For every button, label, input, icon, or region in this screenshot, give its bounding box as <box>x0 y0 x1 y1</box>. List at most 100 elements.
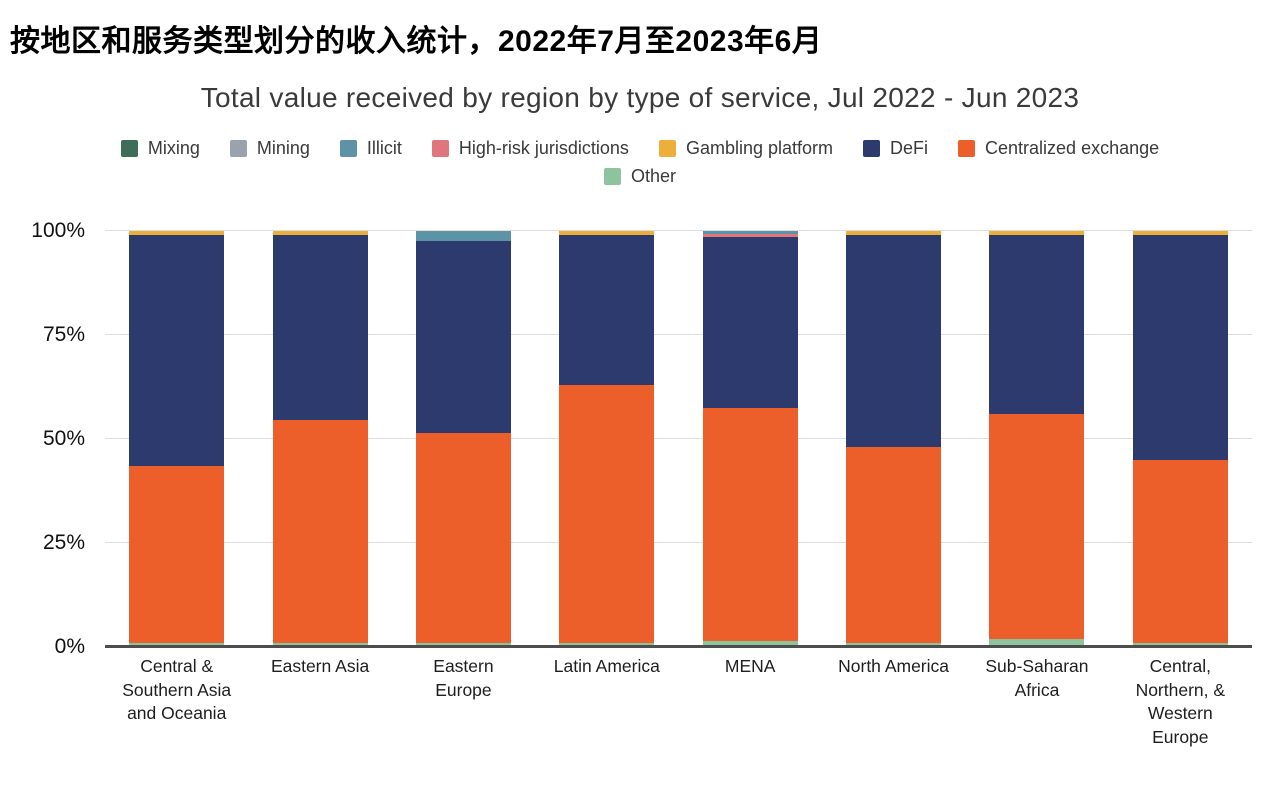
bar-column <box>1109 231 1252 647</box>
legend-swatch-icon <box>431 140 449 157</box>
stacked-bar-eastern-asia <box>272 231 368 647</box>
legend-swatch-icon <box>229 140 247 157</box>
bars-container <box>105 231 1252 647</box>
bar-column <box>535 231 678 647</box>
plot-area <box>105 230 1252 648</box>
bar-segment-other <box>702 640 798 647</box>
gridline-100 <box>105 230 1252 231</box>
legend-item-other: Other <box>603 166 677 187</box>
bar-segment-other <box>415 642 511 647</box>
bar-segment-illicit <box>415 231 511 242</box>
x-axis-label: Eastern Europe <box>433 656 494 700</box>
y-tick-label: 50% <box>42 427 85 450</box>
bar-segment-centralized-exchange <box>559 384 655 643</box>
bar-segment-other <box>272 642 368 647</box>
x-axis-labels: Central & Southern Asia and Oceania Easte… <box>105 655 1252 750</box>
stacked-bar-north-america <box>846 231 942 647</box>
bar-column <box>965 231 1108 647</box>
stacked-bar-eastern-europe <box>415 231 511 647</box>
bar-segment-centralized-exchange <box>989 414 1085 639</box>
stacked-bar-latin-america <box>559 231 655 647</box>
bar-segment-defi <box>415 241 511 433</box>
legend-label: Illicit <box>366 138 402 158</box>
bar-segment-centralized-exchange <box>1132 459 1228 643</box>
bar-segment-centralized-exchange <box>702 407 798 641</box>
legend-row: Mixing Mining Illicit High-risk jurisdictio… <box>120 138 1159 159</box>
page-title-chinese: 按地区和服务类型划分的收入统计，2022年7月至2023年6月 <box>10 25 823 58</box>
legend-item-high-risk-jurisdictions: High-risk jurisdictions <box>431 138 629 159</box>
bar-segment-centralized-exchange <box>272 420 368 643</box>
bar-column <box>822 231 965 647</box>
legend-label: Mining <box>256 138 310 158</box>
x-axis-label: Sub-Saharan Africa <box>985 656 1089 700</box>
bar-segment-high-risk-jurisdictions <box>702 234 798 238</box>
x-axis-label: Central, Northern, & Western Europe <box>1135 656 1226 747</box>
bar-segment-other <box>846 642 942 647</box>
legend-item-mixing: Mixing <box>120 138 200 159</box>
bar-segment-defi <box>1132 235 1228 460</box>
bar-segment-gambling-platform <box>989 231 1085 236</box>
stacked-bar-mena <box>702 231 798 647</box>
legend-swatch-icon <box>958 140 976 157</box>
legend-swatch-icon <box>120 140 138 157</box>
bar-segment-centralized-exchange <box>846 447 942 643</box>
x-axis-label: Latin America <box>553 656 660 676</box>
legend-swatch-icon <box>863 140 880 157</box>
bar-segment-defi <box>129 235 225 467</box>
chart-legend: Mixing Mining Illicit High-risk jurisdictio… <box>0 138 1280 187</box>
legend-item-centralized-exchange: Centralized exchange <box>958 138 1159 159</box>
chart-title: Total value received by region by type o… <box>200 82 1080 113</box>
legend-swatch-icon <box>603 168 621 185</box>
stacked-bar-central-northern-western-europe <box>1132 231 1228 647</box>
x-axis-label: North America <box>838 656 949 676</box>
bar-segment-gambling-platform <box>272 231 368 236</box>
legend-label: Gambling platform <box>685 138 833 158</box>
y-axis-labels: 0% 25% 50% 75% 100% <box>0 219 95 658</box>
y-tick-label: 0% <box>54 635 85 658</box>
x-axis-label: Eastern Asia <box>270 656 370 676</box>
bar-segment-illicit <box>702 231 798 235</box>
bar-segment-other <box>989 638 1085 647</box>
y-tick-label: 25% <box>42 531 85 554</box>
legend-label: Mixing <box>147 138 200 158</box>
bar-segment-gambling-platform <box>559 231 655 236</box>
legend-item-mining: Mining <box>229 138 310 159</box>
gridline-75 <box>105 334 1252 335</box>
legend-swatch-icon <box>339 140 357 157</box>
bar-segment-defi <box>846 235 942 448</box>
bar-segment-centralized-exchange <box>129 466 225 643</box>
stacked-bar-central-southern-asia-and-oceania <box>129 231 225 647</box>
legend-item-illicit: Illicit <box>339 138 402 159</box>
bar-segment-other <box>559 642 655 647</box>
bar-segment-gambling-platform <box>846 231 942 236</box>
bar-segment-gambling-platform <box>1132 231 1228 236</box>
x-axis-label: MENA <box>724 656 776 676</box>
bar-segment-defi <box>702 237 798 408</box>
bar-column <box>392 231 535 647</box>
legend-label: DeFi <box>890 138 929 158</box>
bar-segment-defi <box>272 235 368 421</box>
legend-item-defi: DeFi <box>863 138 928 159</box>
legend-label: Centralized exchange <box>985 138 1160 158</box>
legend-label: Other <box>630 166 677 186</box>
stacked-bar-sub-saharan-africa <box>989 231 1085 647</box>
bar-segment-gambling-platform <box>129 231 225 236</box>
bar-segment-defi <box>989 235 1085 415</box>
gridline-25 <box>105 542 1252 543</box>
bar-column <box>105 231 248 647</box>
x-axis-line <box>105 645 1252 648</box>
y-tick-label: 100% <box>31 219 85 242</box>
bar-segment-centralized-exchange <box>415 432 511 643</box>
bar-column <box>248 231 391 647</box>
bar-segment-other <box>129 642 225 647</box>
legend-label: High-risk jurisdictions <box>458 138 629 158</box>
gridline-50 <box>105 438 1252 439</box>
legend-swatch-icon <box>658 140 676 157</box>
bar-segment-defi <box>559 235 655 385</box>
legend-item-gambling-platform: Gambling platform <box>658 138 833 159</box>
legend-row: Other <box>603 166 677 187</box>
y-tick-label: 75% <box>42 323 85 346</box>
x-axis-label: Central & Southern Asia and Oceania <box>122 656 232 724</box>
bar-segment-other <box>1132 642 1228 647</box>
